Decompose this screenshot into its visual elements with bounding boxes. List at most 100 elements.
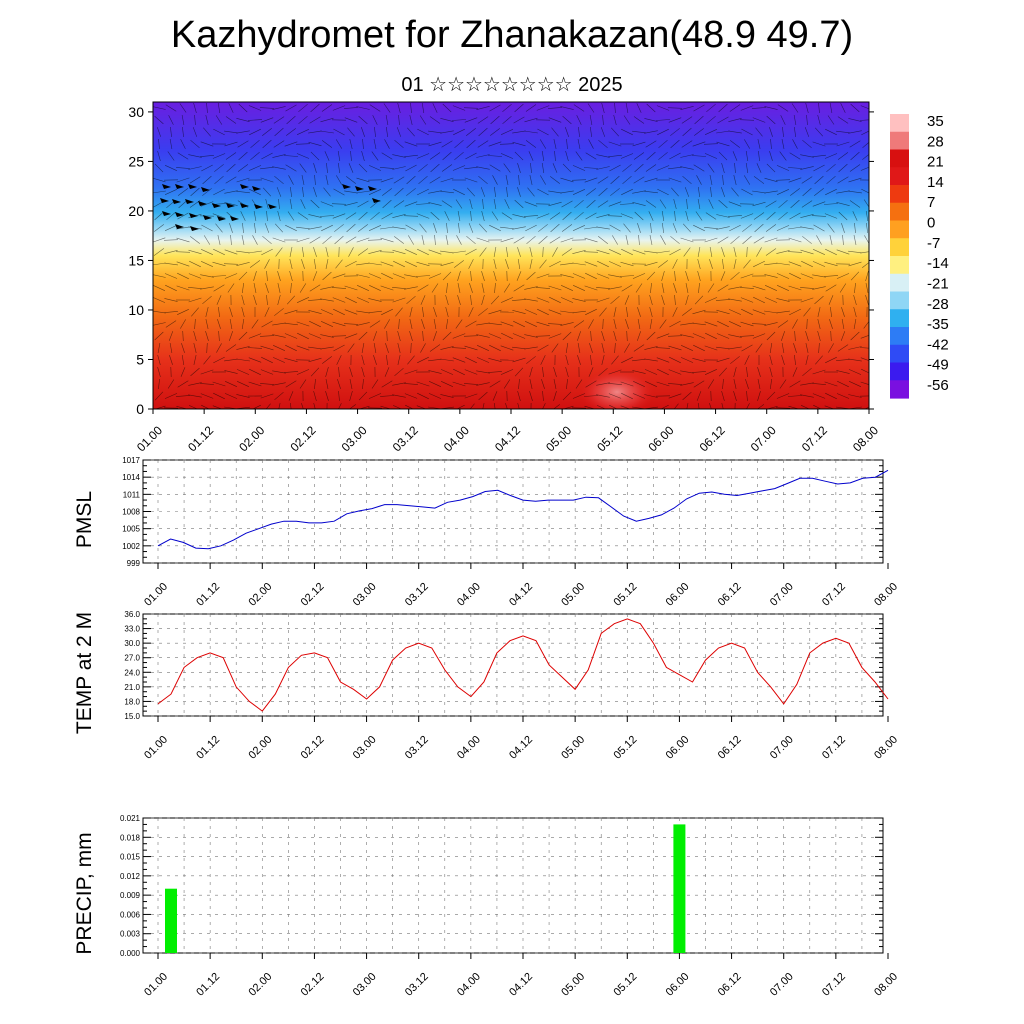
- wind-barb: [553, 391, 557, 401]
- xtick-label: 04.12: [507, 581, 535, 609]
- xtick-label: 01.12: [194, 581, 222, 609]
- wind-barb: [386, 330, 388, 342]
- ytick-label: 999: [127, 559, 141, 568]
- wind-barb: [470, 210, 472, 222]
- wind-barb: [848, 118, 862, 122]
- wind-barb: [188, 382, 202, 386]
- wind-barb: [405, 404, 414, 409]
- wind-barb: [562, 405, 574, 409]
- wind-barb: [686, 403, 689, 409]
- wind-barb: [421, 319, 425, 329]
- wind-barb: [298, 103, 308, 113]
- wind-barb: [680, 166, 694, 170]
- wind-barb: [644, 346, 658, 350]
- wind-barb: [776, 273, 790, 279]
- wind-barb: [517, 258, 521, 270]
- wind-barb: [596, 154, 610, 158]
- wind-barb: [241, 318, 245, 330]
- wind-barb: [299, 163, 307, 173]
- wind-barb: [728, 309, 742, 315]
- wind-barb: [502, 103, 512, 113]
- wind-barb: [716, 309, 730, 315]
- wind-barb: [542, 403, 546, 409]
- wind-barb: [409, 331, 413, 341]
- wind-barb: [848, 130, 862, 134]
- wind-barb: [573, 104, 585, 112]
- xtick-label: 01.00: [142, 971, 170, 999]
- wind-flag: [162, 184, 171, 189]
- wind-barb: [284, 141, 298, 147]
- wind-barb: [686, 198, 688, 210]
- wind-barb: [216, 295, 222, 305]
- xtick-label: 06.12: [716, 971, 744, 999]
- wind-barb: [331, 335, 347, 337]
- wind-barb: [765, 406, 778, 409]
- heatmap-xtick-label: 04.00: [441, 423, 472, 454]
- wind-barb: [721, 391, 725, 401]
- wind-barb: [646, 271, 656, 281]
- wind-barb: [788, 405, 800, 409]
- wind-barb: [741, 188, 753, 196]
- wind-barb: [722, 174, 724, 186]
- wind-barb: [817, 319, 821, 329]
- heatmap-gradient: [153, 102, 869, 409]
- wind-barb: [693, 380, 705, 388]
- wind-barb: [865, 210, 869, 222]
- wind-barb: [704, 369, 718, 375]
- wind-barb: [841, 318, 845, 330]
- wind-barb: [596, 273, 610, 279]
- wind-barb: [464, 393, 478, 399]
- wind-barb: [741, 344, 753, 352]
- wind-barb: [586, 188, 596, 196]
- wind-barb: [320, 309, 334, 315]
- wind-barb: [860, 334, 869, 339]
- wind-barb: [478, 391, 488, 401]
- wind-barb: [165, 104, 177, 112]
- wind-barb: [422, 306, 424, 318]
- ytick-label: 0.018: [120, 833, 141, 842]
- wind-barb: [764, 177, 778, 183]
- xtick-label: 03.00: [351, 581, 379, 609]
- colorbar-label: 7: [927, 194, 935, 211]
- wind-barb: [637, 223, 641, 233]
- wind-barb: [489, 380, 501, 388]
- wind-barb: [829, 102, 833, 114]
- wind-barb: [398, 318, 400, 330]
- wind-barb: [488, 322, 502, 326]
- wind-barb: [577, 331, 581, 341]
- wind-barb: [236, 190, 250, 194]
- wind-barb: [610, 188, 620, 196]
- wind-barb: [349, 139, 353, 149]
- wind-barb: [392, 166, 406, 170]
- xtick-label: 08.00: [872, 734, 900, 762]
- wind-barb: [788, 285, 802, 291]
- wind-barb: [608, 286, 622, 290]
- wind-barb: [494, 186, 496, 198]
- wind-barb: [417, 392, 429, 400]
- wind-barb: [812, 286, 826, 290]
- wind-barb: [379, 251, 395, 253]
- wind-barb: [512, 357, 526, 363]
- wind-barb: [596, 166, 610, 170]
- wind-barb: [656, 250, 670, 254]
- wind-barb: [347, 127, 355, 137]
- wind-barb: [338, 366, 340, 378]
- wind-barb: [668, 177, 682, 183]
- wind-barb: [200, 393, 214, 399]
- wind-barb: [338, 390, 340, 402]
- wind-barb: [769, 342, 773, 354]
- wind-barb: [815, 355, 823, 365]
- wind-barb: [827, 223, 835, 233]
- wind-barb: [740, 287, 754, 289]
- wind-barb: [418, 164, 428, 172]
- wind-barb: [272, 334, 286, 338]
- wind-barb: [548, 117, 562, 123]
- wind-barb: [238, 271, 248, 281]
- wind-barb: [670, 236, 680, 244]
- wind-barb: [405, 224, 417, 232]
- wind-barb: [428, 358, 442, 362]
- wind-barb: [601, 103, 605, 113]
- wind-barbs-overlay: [153, 102, 869, 409]
- xtick-label: 08.00: [872, 971, 900, 999]
